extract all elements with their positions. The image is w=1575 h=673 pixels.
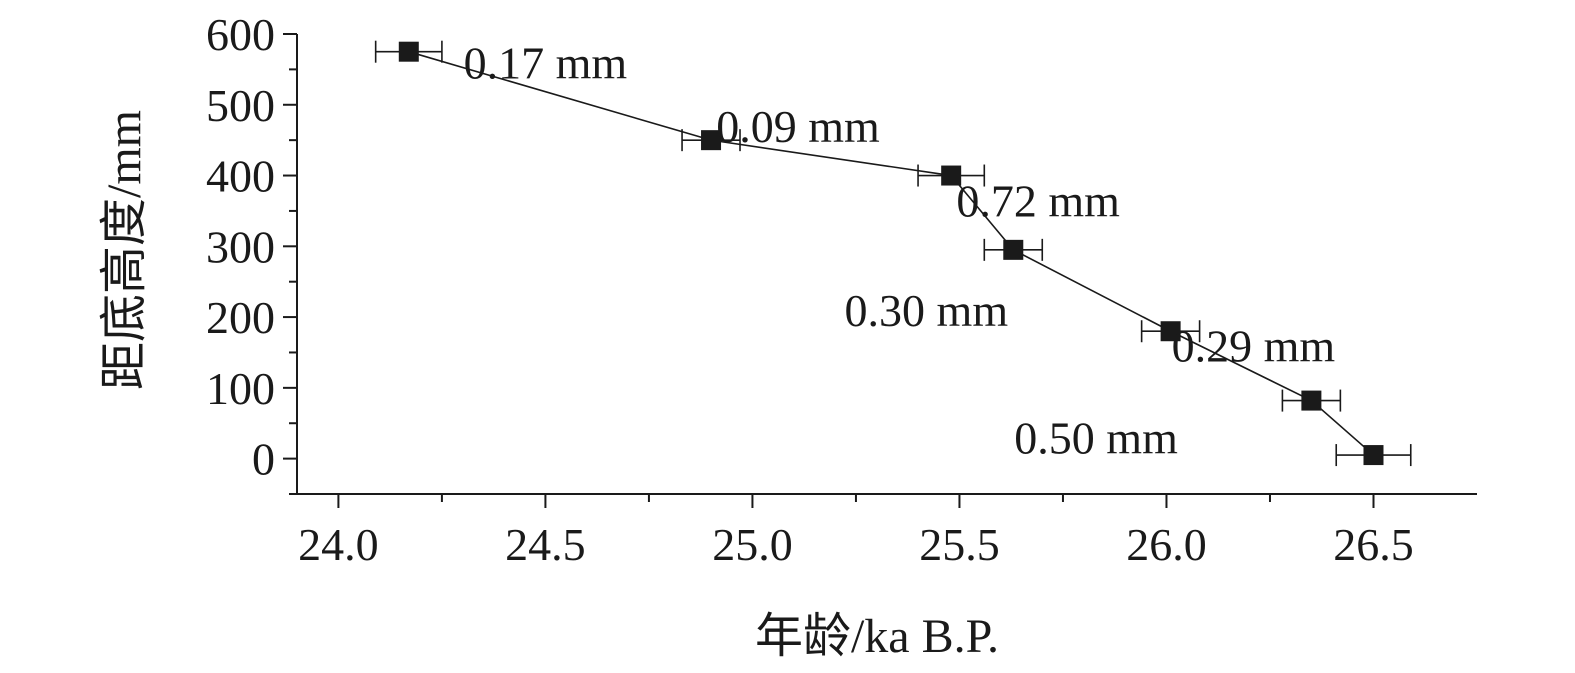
annotation-0: 0.17 mm xyxy=(464,37,628,88)
marker-square-6 xyxy=(1363,445,1384,466)
axes xyxy=(296,34,1477,495)
annotation-2: 0.72 mm xyxy=(956,175,1120,226)
marker-square-0 xyxy=(398,41,419,62)
x-tick-label-2: 25.0 xyxy=(712,519,793,570)
annotation-1: 0.09 mm xyxy=(716,101,880,152)
data-point-5 xyxy=(1281,389,1342,412)
y-tick-label-2: 200 xyxy=(206,292,275,343)
marker-square-5 xyxy=(1301,390,1322,411)
y-tick-label-0: 0 xyxy=(252,434,275,485)
x-tick-label-1: 24.5 xyxy=(505,519,586,570)
annotation-4: 0.29 mm xyxy=(1172,320,1336,371)
marker-square-2 xyxy=(941,165,962,186)
ticks: 24.0 24.5 25.0 25.5 26.0 26.5 0 100 200 300 400 500… xyxy=(206,9,1414,570)
series-line-0 xyxy=(408,50,1375,456)
x-tick-label-0: 24.0 xyxy=(298,519,379,570)
x-tick-label-3: 25.5 xyxy=(919,519,1000,570)
data-point-0 xyxy=(374,40,443,63)
data-point-3 xyxy=(983,238,1044,261)
x-tick-label-4: 26.0 xyxy=(1126,519,1207,570)
marker-square-1 xyxy=(701,130,722,151)
x-tick-label-5: 26.5 xyxy=(1333,519,1414,570)
y-tick-label-1: 100 xyxy=(206,363,275,414)
annotation-5: 0.50 mm xyxy=(1014,412,1178,463)
annotations: 0.17 mm 0.09 mm 0.72 mm 0.30 mm 0.29 mm 0.50 … xyxy=(464,37,1336,463)
y-tick-label-6: 600 xyxy=(206,9,275,60)
marker-square-3 xyxy=(1003,239,1024,260)
marker-square-4 xyxy=(1160,321,1181,342)
x-axis-title: 年龄/ka B.P. xyxy=(755,610,999,663)
y-axis-title: 距底高度/mm xyxy=(98,110,151,390)
y-tick-label-3: 300 xyxy=(206,221,275,272)
y-tick-label-5: 500 xyxy=(206,80,275,131)
data-point-2 xyxy=(917,164,986,187)
annotation-3: 0.30 mm xyxy=(845,285,1009,336)
y-tick-label-4: 400 xyxy=(206,151,275,202)
data-point-6 xyxy=(1335,444,1412,467)
data-point-1 xyxy=(681,129,741,152)
series xyxy=(374,40,1412,467)
data-point-4 xyxy=(1140,320,1201,343)
